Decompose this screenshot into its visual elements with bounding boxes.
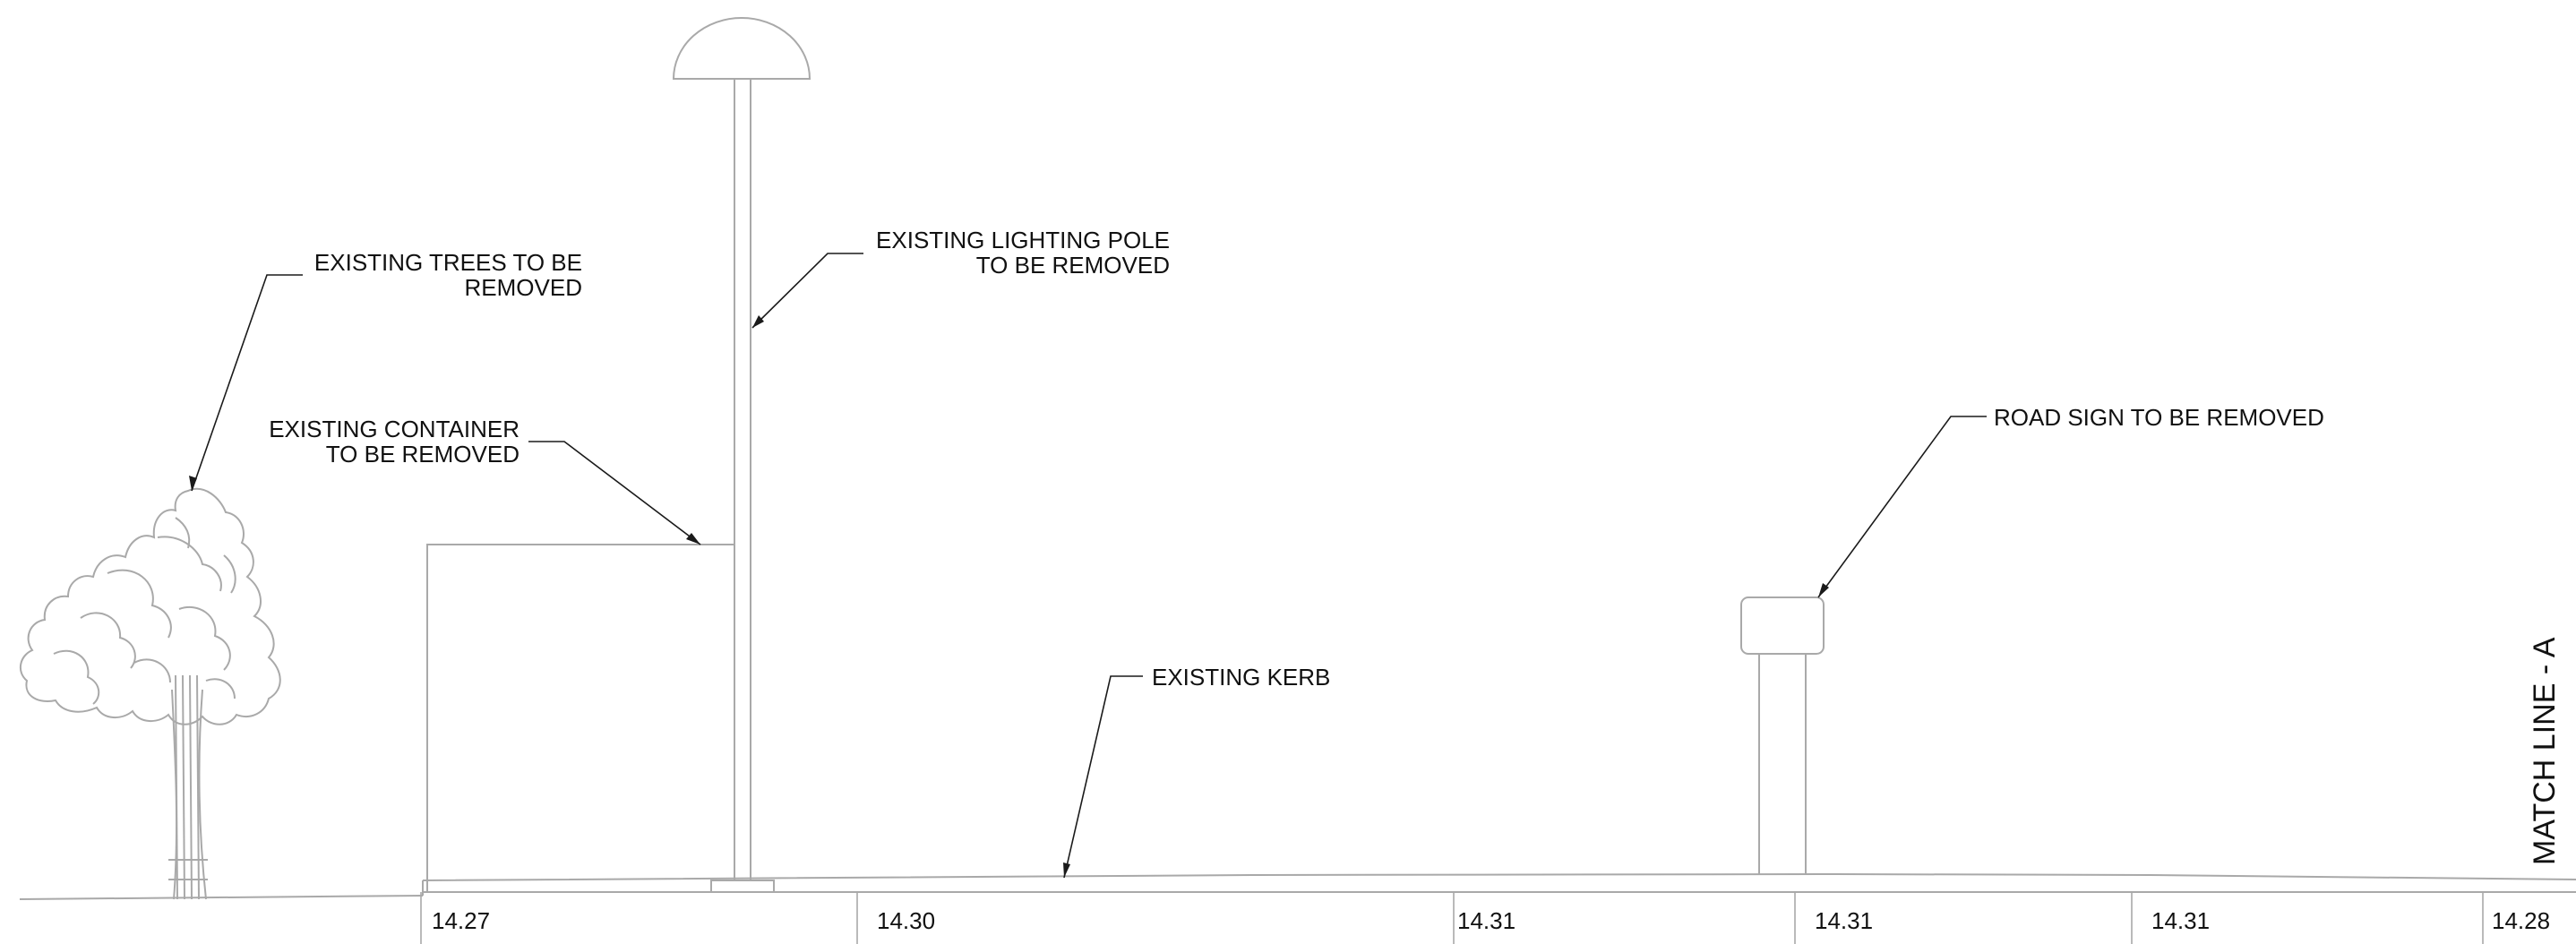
elevation-value: 14.31: [1815, 907, 1873, 934]
container-outline: [426, 544, 734, 892]
ground-line: [19, 872, 2576, 900]
pole-label-line-2: TO BE REMOVED: [976, 252, 1170, 279]
elevation-values: 14.27 14.30 14.31 14.31 14.31 14.28: [432, 907, 2550, 934]
trees-callout: EXISTING TREES TO BE REMOVED: [189, 249, 582, 492]
sign-callout: ROAD SIGN TO BE REMOVED: [1817, 404, 2324, 598]
elevation-value: 14.30: [877, 907, 935, 934]
pole-callout: EXISTING LIGHTING POLE TO BE REMOVED: [751, 227, 1170, 329]
trees-label-line-2: REMOVED: [465, 274, 582, 301]
road-sign-icon: [1740, 596, 1825, 875]
elevation-value: 14.31: [2151, 907, 2210, 934]
elevation-grid: [420, 892, 2484, 944]
container-label-line-2: TO BE REMOVED: [326, 441, 519, 468]
trees-label-line-1: EXISTING TREES TO BE: [314, 249, 582, 276]
container-label-line-1: EXISTING CONTAINER: [269, 416, 519, 442]
match-line-label: MATCH LINE - A: [2528, 637, 2562, 865]
pole-label-line-1: EXISTING LIGHTING POLE: [876, 227, 1170, 253]
kerb-callout: EXISTING KERB: [1063, 664, 1330, 879]
pole-base: [710, 880, 775, 893]
tree-icon: [19, 488, 281, 900]
elevation-value: 14.27: [432, 907, 490, 934]
lighting-pole-icon: [672, 17, 811, 880]
sign-label: ROAD SIGN TO BE REMOVED: [1994, 404, 2324, 431]
elevation-value: 14.28: [2492, 907, 2550, 934]
elevation-value: 14.31: [1457, 907, 1516, 934]
kerb-label: EXISTING KERB: [1152, 664, 1330, 691]
container-callout: EXISTING CONTAINER TO BE REMOVED: [269, 416, 701, 545]
